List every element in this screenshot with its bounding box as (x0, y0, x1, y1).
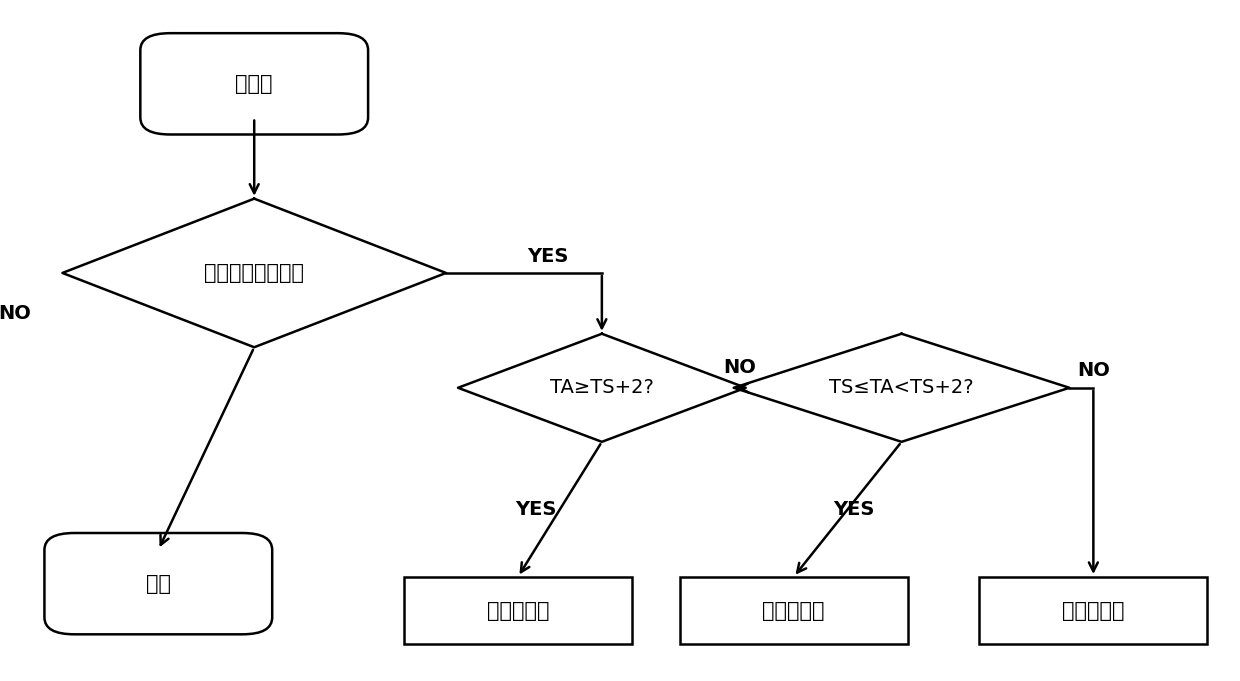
Text: NO: NO (723, 358, 756, 377)
Text: NO: NO (0, 304, 31, 323)
Bar (680, 577, 908, 644)
Text: 控制模式一: 控制模式一 (487, 601, 549, 620)
Bar (404, 577, 632, 644)
FancyBboxPatch shape (140, 33, 368, 134)
Text: 是否要除湿运行？: 是否要除湿运行？ (205, 263, 304, 283)
Text: YES: YES (516, 500, 557, 519)
Text: YES: YES (527, 247, 569, 266)
Text: TS≤TA<TS+2?: TS≤TA<TS+2? (830, 378, 973, 397)
Text: 结束: 结束 (146, 573, 171, 594)
Text: TA≥TS+2?: TA≥TS+2? (549, 378, 653, 397)
Text: 初始化: 初始化 (236, 74, 273, 94)
Text: 控制模式二: 控制模式二 (763, 601, 825, 620)
Bar (980, 577, 1208, 644)
Text: NO: NO (1076, 362, 1110, 381)
FancyBboxPatch shape (45, 533, 273, 634)
Text: 控制模式三: 控制模式三 (1063, 601, 1125, 620)
Text: YES: YES (833, 500, 874, 519)
